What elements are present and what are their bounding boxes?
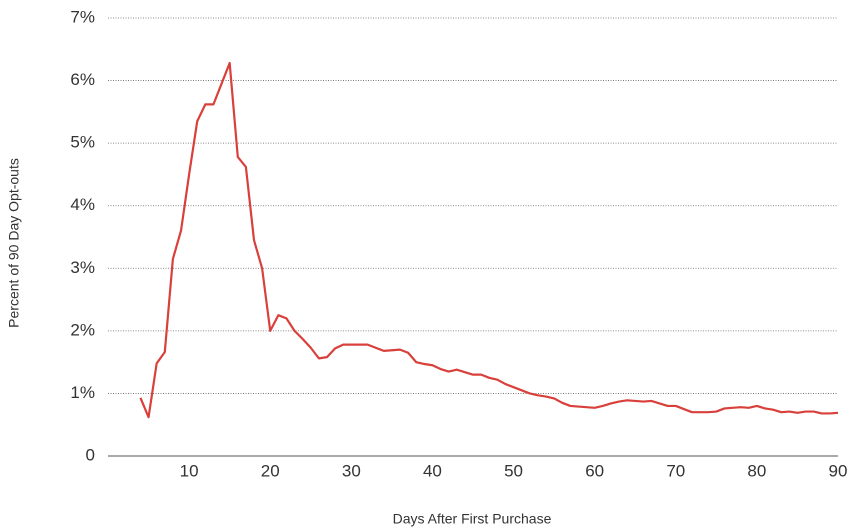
data-line [139,61,839,419]
x-tick-label: 90 [829,461,848,480]
x-tick-label: 80 [747,461,766,480]
y-tick-label: 1% [70,383,95,402]
x-tick-label: 40 [423,461,442,480]
y-tick-label: 3% [70,258,95,277]
y-axis-title: Percent of 90 Day Opt-outs [6,158,22,328]
y-tick-label: 4% [70,195,95,214]
y-tick-label: 2% [70,320,95,339]
x-tick-label: 60 [585,461,604,480]
x-tick-label: 10 [180,461,199,480]
x-tick-label: 20 [261,461,280,480]
y-tick-label: 0 [86,445,95,464]
y-tick-label: 6% [70,70,95,89]
x-tick-label: 30 [342,461,361,480]
x-tick-label: 70 [666,461,685,480]
y-tick-label: 7% [70,7,95,26]
y-tick-label: 5% [70,133,95,152]
x-tick-label: 50 [504,461,523,480]
x-axis-title: Days After First Purchase [393,511,552,527]
